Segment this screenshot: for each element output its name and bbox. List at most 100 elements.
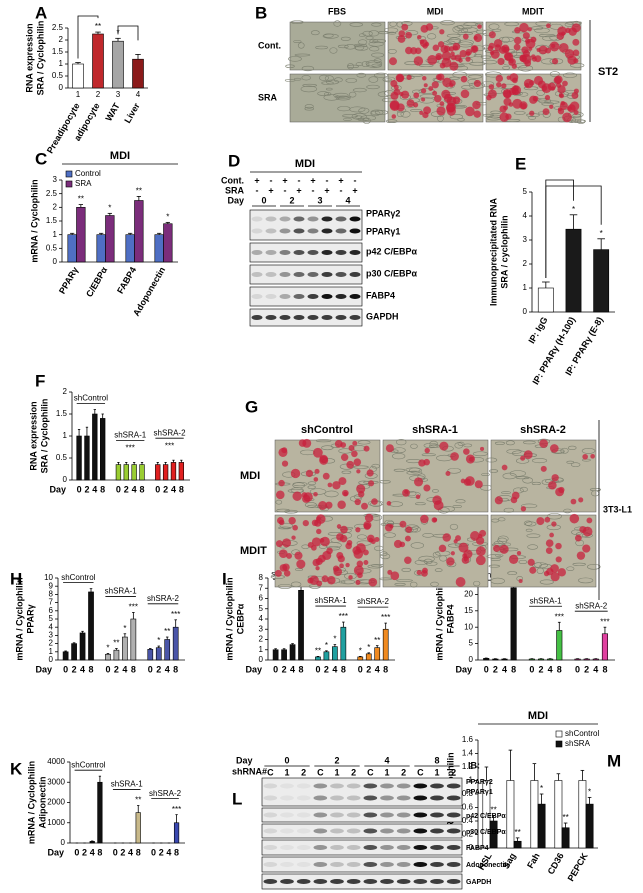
lipid-droplet: [312, 447, 323, 458]
lipid-droplet: [405, 31, 412, 39]
y-tick-label: 1.6: [462, 735, 474, 744]
panel-letter: H: [10, 569, 22, 588]
y-tick-label: 9: [49, 581, 54, 590]
bar: [154, 234, 164, 263]
lipid-droplet: [275, 540, 283, 548]
cell: [301, 75, 311, 81]
cell: [538, 98, 552, 104]
legend-label: SRA: [75, 179, 92, 188]
y-axis-label: mRNA / Cyclophilin: [14, 577, 24, 660]
annotation: *: [325, 641, 328, 650]
lipid-droplet: [582, 453, 588, 460]
lipid-droplet: [460, 89, 470, 99]
lipid-droplet: [524, 38, 531, 44]
lipid-droplet: [571, 23, 581, 33]
bar: [76, 435, 82, 481]
lipid-droplet: [544, 516, 551, 523]
lipid-droplet: [313, 491, 318, 497]
cell: [301, 65, 314, 72]
lipid-droplet: [551, 474, 559, 482]
panel-letter: F: [35, 371, 45, 390]
x-tick-label: 0: [273, 664, 278, 674]
blot-band: [265, 294, 277, 299]
y-tick-label: 0: [61, 838, 66, 847]
lipid-droplet: [348, 575, 353, 580]
lipid-droplet: [510, 496, 518, 504]
blot-band: [363, 862, 378, 867]
x-tick-label: 8: [136, 847, 141, 857]
cell: [371, 22, 382, 27]
bar: [163, 223, 173, 263]
lipid-droplet: [326, 547, 333, 555]
bar: [132, 58, 144, 89]
lipid-droplet: [294, 551, 303, 560]
lipid-droplet: [364, 513, 374, 523]
column-label: MDI: [427, 6, 444, 16]
cell: [449, 114, 464, 120]
blot-band: [263, 812, 278, 818]
cell: [418, 97, 435, 104]
cell: [523, 520, 533, 526]
lane-header: shRNA#: [232, 766, 267, 776]
lipid-droplet: [546, 23, 551, 29]
x-tick-label: PEPCK: [566, 851, 590, 883]
panel-letter: M: [607, 751, 621, 770]
blot-band: [263, 783, 278, 789]
bar: [172, 626, 179, 661]
lipid-droplet: [309, 575, 319, 585]
cell: [457, 441, 465, 446]
cell: [333, 77, 343, 83]
blot-band: [349, 294, 361, 299]
lipid-droplet: [579, 526, 587, 534]
cell: [324, 490, 339, 498]
micrograph: [289, 21, 386, 71]
treatment-sign: -: [256, 185, 259, 195]
x-tick-label: 2: [324, 664, 329, 674]
blot-band: [313, 795, 328, 801]
cell: [325, 87, 333, 91]
bar: [554, 780, 563, 849]
legend-swatch: [65, 170, 73, 178]
cell: [449, 523, 459, 530]
annotation: **: [490, 806, 496, 815]
blot-band: [335, 250, 347, 255]
cell: [473, 580, 481, 587]
lipid-droplet: [555, 487, 564, 497]
treatment-sign: -: [354, 175, 357, 185]
lipid-droplet: [540, 465, 547, 472]
cell: [387, 31, 397, 35]
blot-band: [335, 294, 347, 299]
cell: [437, 115, 444, 122]
lipid-droplet: [527, 558, 535, 566]
cell: [327, 531, 344, 536]
group-label: shSRA-1: [111, 780, 144, 789]
y-tick-label: 1000: [47, 818, 65, 827]
bar: [67, 234, 77, 263]
blot-band: [313, 812, 328, 818]
cell: [288, 56, 302, 62]
cell: [337, 44, 349, 49]
blot-band: [280, 845, 294, 850]
annotation: *: [157, 636, 160, 645]
lipid-droplet: [398, 30, 406, 37]
x-tick-label: 8: [140, 484, 145, 494]
blot-band: [265, 315, 277, 320]
x-tick-label: 2: [120, 847, 125, 857]
cell: [396, 579, 413, 582]
cell: [549, 71, 560, 77]
blot-band: [380, 845, 394, 850]
cell: [525, 528, 533, 532]
lipid-droplet: [431, 81, 439, 89]
x-tick-label: 2: [84, 484, 89, 494]
x-tick-label: 2: [282, 664, 287, 674]
y-tick-label: 2: [59, 35, 64, 44]
bar: [374, 647, 381, 661]
group-label: shControl: [74, 394, 108, 403]
y-tick-label: 3000: [47, 777, 65, 786]
bar: [89, 841, 95, 844]
treatment-sign: -: [284, 185, 287, 195]
lipid-droplet: [574, 534, 582, 542]
band-label: FABP4: [466, 845, 489, 852]
lipid-droplet: [290, 468, 301, 479]
lipid-droplet: [399, 541, 406, 548]
